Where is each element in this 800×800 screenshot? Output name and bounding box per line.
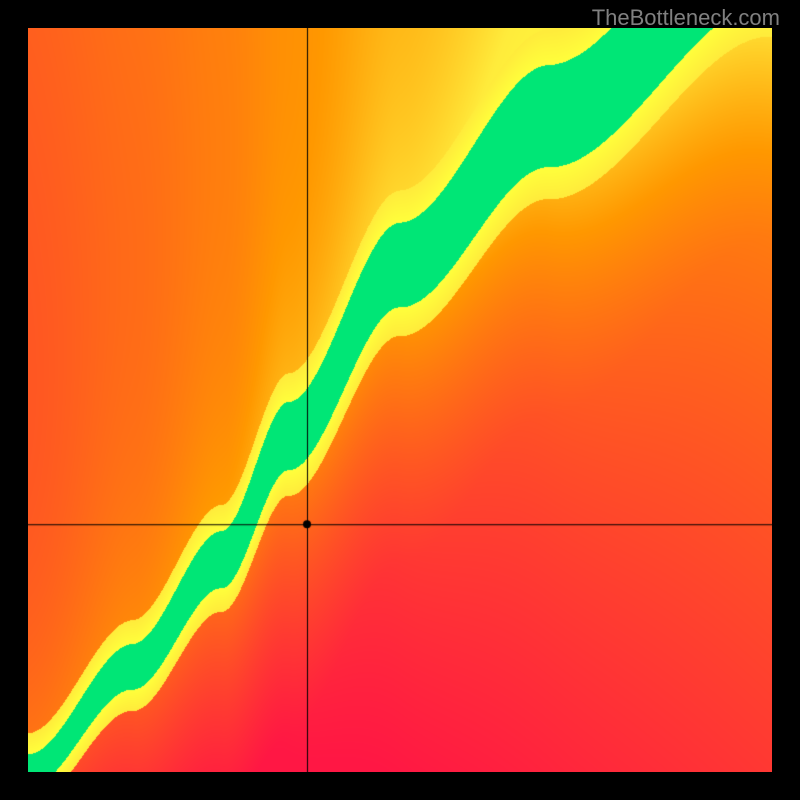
bottleneck-heatmap [28,28,772,772]
watermark-text: TheBottleneck.com [592,5,780,31]
chart-container: TheBottleneck.com [0,0,800,800]
